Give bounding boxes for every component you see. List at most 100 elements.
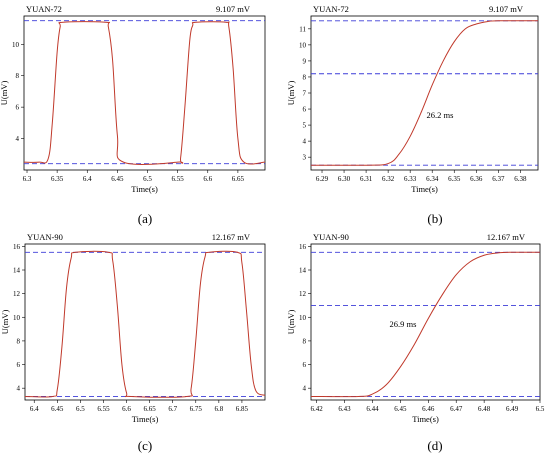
x-axis-title: Time(s) <box>412 414 439 424</box>
y-tick-label: 6 <box>303 106 307 114</box>
y-tick-label: 8 <box>16 72 20 80</box>
plot-frame <box>310 243 541 401</box>
x-tick-label: 6.43 <box>338 405 351 413</box>
x-tick-label: 6.45 <box>394 405 407 413</box>
y-tick-label: 14 <box>13 267 21 275</box>
y-tick-label: 7 <box>303 90 307 98</box>
x-tick-label: 6.5 <box>536 405 545 413</box>
y-tick-label: 8 <box>303 73 307 81</box>
chart-panel-c: 6.4 6.45 6.5 6.55 6.6 6.65 6.7 6.75 6.8 6.85 4 6 8 10… <box>0 228 275 456</box>
chart-panel-d: 6.42 6.43 6.44 6.45 6.46 6.47 6.48 6.49 6.5 4 6 8 10… <box>275 228 550 456</box>
x-tick-label: 6.65 <box>143 405 156 413</box>
y-tick-label: 12 <box>299 290 307 298</box>
x-tick-label: 6.3 <box>23 175 32 183</box>
plot-frame <box>23 15 266 171</box>
series-line <box>310 251 541 398</box>
y-tick-label: 6 <box>303 361 307 369</box>
y-tick-label: 3 <box>303 154 307 162</box>
x-tick-label: 6.34 <box>426 175 439 183</box>
y-tick-label: 4 <box>17 385 21 393</box>
y-tick-label: 9 <box>303 57 307 65</box>
x-tick-label: 6.45 <box>111 175 124 183</box>
x-tick-label: 6.33 <box>404 175 417 183</box>
y-axis-title: U(mV) <box>0 310 10 335</box>
y-tick-label: 6 <box>17 361 21 369</box>
series-line <box>24 250 266 398</box>
y-tick-label: 4 <box>303 138 307 146</box>
y-axis-title: U(mV) <box>0 81 9 106</box>
caption-c: (c) <box>137 438 153 453</box>
chart-c-svg: 6.4 6.45 6.5 6.55 6.6 6.65 6.7 6.75 6.8 6.85 4 6 8 10… <box>0 232 266 424</box>
chart-d-svg: 6.42 6.43 6.44 6.45 6.46 6.47 6.48 6.49 6.5 4 6 8 10… <box>286 232 545 424</box>
y-tick-label: 4 <box>16 135 20 143</box>
panel-label: YUAN-90 <box>313 232 349 242</box>
x-tick-label: 6.47 <box>450 405 463 413</box>
x-tick-label: 6.55 <box>172 175 185 183</box>
y-tick-label: 4 <box>303 385 307 393</box>
value-label: 12.167 mV <box>487 232 526 242</box>
value-label: 9.107 mV <box>216 4 251 14</box>
x-tick-label: 6.4 <box>83 175 92 183</box>
chart-a-svg: 6.3 6.35 6.4 6.45 6.5 6.55 6.6 6.65 4 6 8 10 Time(s)… <box>0 4 266 194</box>
x-tick-label: 6.30 <box>338 175 351 183</box>
value-label: 9.107 mV <box>489 4 524 14</box>
x-tick-label: 6.8 <box>214 405 223 413</box>
y-tick-label: 10 <box>299 41 307 49</box>
x-tick-label: 6.6 <box>203 175 212 183</box>
y-tick-label: 16 <box>299 243 307 251</box>
y-tick-label: 8 <box>17 337 21 345</box>
series-line <box>23 21 266 165</box>
x-tick-label: 6.5 <box>143 175 152 183</box>
x-tick-label: 6.85 <box>236 405 249 413</box>
x-tick-label: 6.65 <box>232 175 245 183</box>
x-axis-title: Time(s) <box>411 184 438 194</box>
y-tick-label: 14 <box>299 267 307 275</box>
x-tick-label: 6.44 <box>366 405 379 413</box>
chart-panel-b: 6.29 6.30 6.31 6.32 6.33 6.34 6.35 6.36 6.37 6.38… <box>275 0 550 228</box>
plot-frame <box>310 15 539 171</box>
y-tick-label: 10 <box>299 314 307 322</box>
x-tick-label: 6.36 <box>470 175 483 183</box>
x-tick-label: 6.35 <box>51 175 64 183</box>
x-axis-title: Time(s) <box>132 414 159 424</box>
x-tick-label: 6.49 <box>506 405 519 413</box>
value-label: 12.167 mV <box>212 232 251 242</box>
x-tick-label: 6.37 <box>492 175 505 183</box>
y-tick-label: 10 <box>12 41 20 49</box>
rise-time-annotation: 26.2 ms <box>427 110 454 120</box>
x-tick-label: 6.46 <box>422 405 435 413</box>
y-tick-label: 10 <box>13 314 21 322</box>
rise-time-annotation: 26.9 ms <box>390 319 417 329</box>
x-tick-label: 6.6 <box>122 405 131 413</box>
x-axis-title: Time(s) <box>131 184 158 194</box>
caption-a: (a) <box>137 211 153 226</box>
chart-panel-a: 6.3 6.35 6.4 6.45 6.5 6.55 6.6 6.65 4 6 8 10 Time(s)… <box>0 0 275 228</box>
y-tick-label: 11 <box>299 25 306 33</box>
y-axis-title: U(mV) <box>286 310 296 335</box>
x-tick-label: 6.45 <box>51 405 64 413</box>
x-tick-label: 6.31 <box>360 175 373 183</box>
x-tick-label: 6.75 <box>190 405 203 413</box>
y-tick-label: 12 <box>13 290 21 298</box>
caption-b: (b) <box>427 211 443 226</box>
series-line <box>310 20 539 166</box>
panel-label: YUAN-72 <box>26 4 62 14</box>
x-tick-label: 6.48 <box>478 405 491 413</box>
panel-label: YUAN-90 <box>27 232 63 242</box>
y-tick-label: 5 <box>303 122 307 130</box>
plot-frame <box>24 243 266 401</box>
x-tick-label: 6.55 <box>97 405 110 413</box>
y-tick-label: 16 <box>13 243 21 251</box>
x-tick-label: 6.35 <box>448 175 461 183</box>
caption-d: (d) <box>427 438 443 453</box>
x-tick-label: 6.4 <box>30 405 39 413</box>
y-tick-label: 8 <box>303 337 307 345</box>
x-tick-label: 6.5 <box>76 405 85 413</box>
x-tick-label: 6.42 <box>310 405 323 413</box>
x-tick-label: 6.7 <box>168 405 177 413</box>
x-tick-label: 6.32 <box>382 175 395 183</box>
panel-label: YUAN-72 <box>313 4 349 14</box>
x-tick-label: 6.29 <box>316 175 329 183</box>
chart-b-svg: 6.29 6.30 6.31 6.32 6.33 6.34 6.35 6.36 6.37 6.38… <box>286 4 539 194</box>
y-axis-title: U(mV) <box>286 81 296 106</box>
